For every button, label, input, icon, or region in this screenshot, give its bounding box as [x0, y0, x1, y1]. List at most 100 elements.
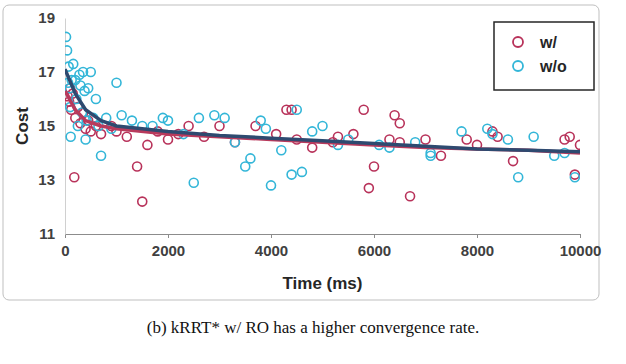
- point: [488, 130, 497, 139]
- y-tick: 13: [38, 171, 65, 188]
- y-axis: 11 13 15 17 19: [38, 9, 65, 242]
- x-tick-mark: [374, 234, 375, 238]
- point: [138, 197, 147, 206]
- point: [220, 113, 229, 122]
- point: [364, 184, 373, 193]
- y-tick-label: 13: [38, 171, 55, 188]
- point: [194, 113, 203, 122]
- point: [426, 151, 435, 160]
- point: [69, 59, 78, 68]
- point: [292, 105, 301, 114]
- x-tick-mark: [65, 234, 66, 238]
- point: [308, 143, 317, 152]
- point: [215, 122, 224, 131]
- point: [164, 135, 173, 144]
- x-axis-title: Time (ms): [283, 274, 363, 293]
- point: [436, 151, 445, 160]
- point: [349, 130, 358, 139]
- point: [70, 173, 79, 182]
- point: [277, 146, 286, 155]
- legend-marker: [513, 61, 523, 71]
- point: [370, 162, 379, 171]
- x-tick-mark: [477, 234, 478, 238]
- y-tick-label: 17: [38, 63, 55, 80]
- y-tick-label: 11: [39, 225, 55, 242]
- y-axis-line: [65, 19, 66, 235]
- point: [81, 135, 90, 144]
- point: [91, 95, 100, 104]
- point: [73, 122, 82, 131]
- point: [112, 78, 121, 87]
- x-tick-label: 10000: [560, 242, 602, 259]
- point: [565, 132, 574, 141]
- point: [318, 122, 327, 131]
- point: [189, 178, 198, 187]
- y-axis-title: Cost: [13, 107, 32, 145]
- legend-label: w/: [539, 34, 557, 51]
- point: [457, 127, 466, 136]
- point: [65, 32, 71, 41]
- point: [529, 132, 538, 141]
- x-tick: 0: [61, 234, 69, 259]
- point: [390, 111, 399, 120]
- x-tick-label: 8000: [461, 242, 494, 259]
- x-tick: 8000: [461, 234, 494, 259]
- point: [503, 135, 512, 144]
- x-tick-label: 4000: [255, 242, 288, 259]
- legend-marker: [513, 37, 523, 47]
- x-tick: 6000: [358, 234, 391, 259]
- point: [84, 84, 93, 93]
- point: [406, 192, 415, 201]
- point: [241, 162, 250, 171]
- point: [251, 122, 260, 131]
- chart-border: [3, 5, 599, 300]
- x-tick-mark: [271, 234, 272, 238]
- y-tick: 11: [39, 225, 65, 242]
- x-tick-label: 2000: [152, 242, 185, 259]
- point: [421, 135, 430, 144]
- point: [359, 105, 368, 114]
- caption: (b) kRRT* w/ RO has a higher convergence…: [147, 318, 479, 337]
- point: [483, 124, 492, 133]
- x-tick-label: 0: [61, 242, 69, 259]
- x-tick-label: 6000: [358, 242, 391, 259]
- x-tick: 2000: [152, 234, 185, 259]
- x-tick: 10000: [560, 234, 602, 259]
- point: [267, 181, 276, 190]
- y-tick-label: 19: [38, 9, 55, 26]
- y-tick: 15: [38, 117, 65, 134]
- point: [86, 68, 95, 77]
- point: [127, 116, 136, 125]
- point: [509, 157, 518, 166]
- point: [122, 132, 131, 141]
- point: [66, 132, 75, 141]
- x-axis-line: [66, 234, 581, 235]
- x-axis: 0 2000 4000 6000 8000 10000: [61, 234, 601, 259]
- point: [308, 127, 317, 136]
- point: [570, 173, 579, 182]
- point: [143, 140, 152, 149]
- point: [97, 151, 106, 160]
- y-tick-label: 15: [38, 117, 55, 134]
- x-tick: 4000: [255, 234, 288, 259]
- point: [65, 46, 72, 55]
- point: [256, 116, 265, 125]
- point: [261, 124, 270, 133]
- point: [514, 173, 523, 182]
- x-tick-mark: [580, 234, 581, 238]
- point: [297, 167, 306, 176]
- point: [395, 119, 404, 128]
- y-tick: 19: [38, 9, 65, 26]
- point: [133, 162, 142, 171]
- y-tick: 17: [38, 63, 65, 80]
- chart: 0 2000 4000 6000 8000 10000 11 13 15 17 19 Time (ms…: [0, 0, 626, 364]
- x-tick-mark: [168, 234, 169, 238]
- trend-line: [65, 91, 580, 153]
- point: [184, 122, 193, 131]
- point: [462, 135, 471, 144]
- legend: w/w/o: [494, 22, 594, 90]
- point: [246, 154, 255, 163]
- point: [210, 111, 219, 120]
- legend-label: w/o: [539, 58, 567, 75]
- legend-box: [494, 22, 594, 90]
